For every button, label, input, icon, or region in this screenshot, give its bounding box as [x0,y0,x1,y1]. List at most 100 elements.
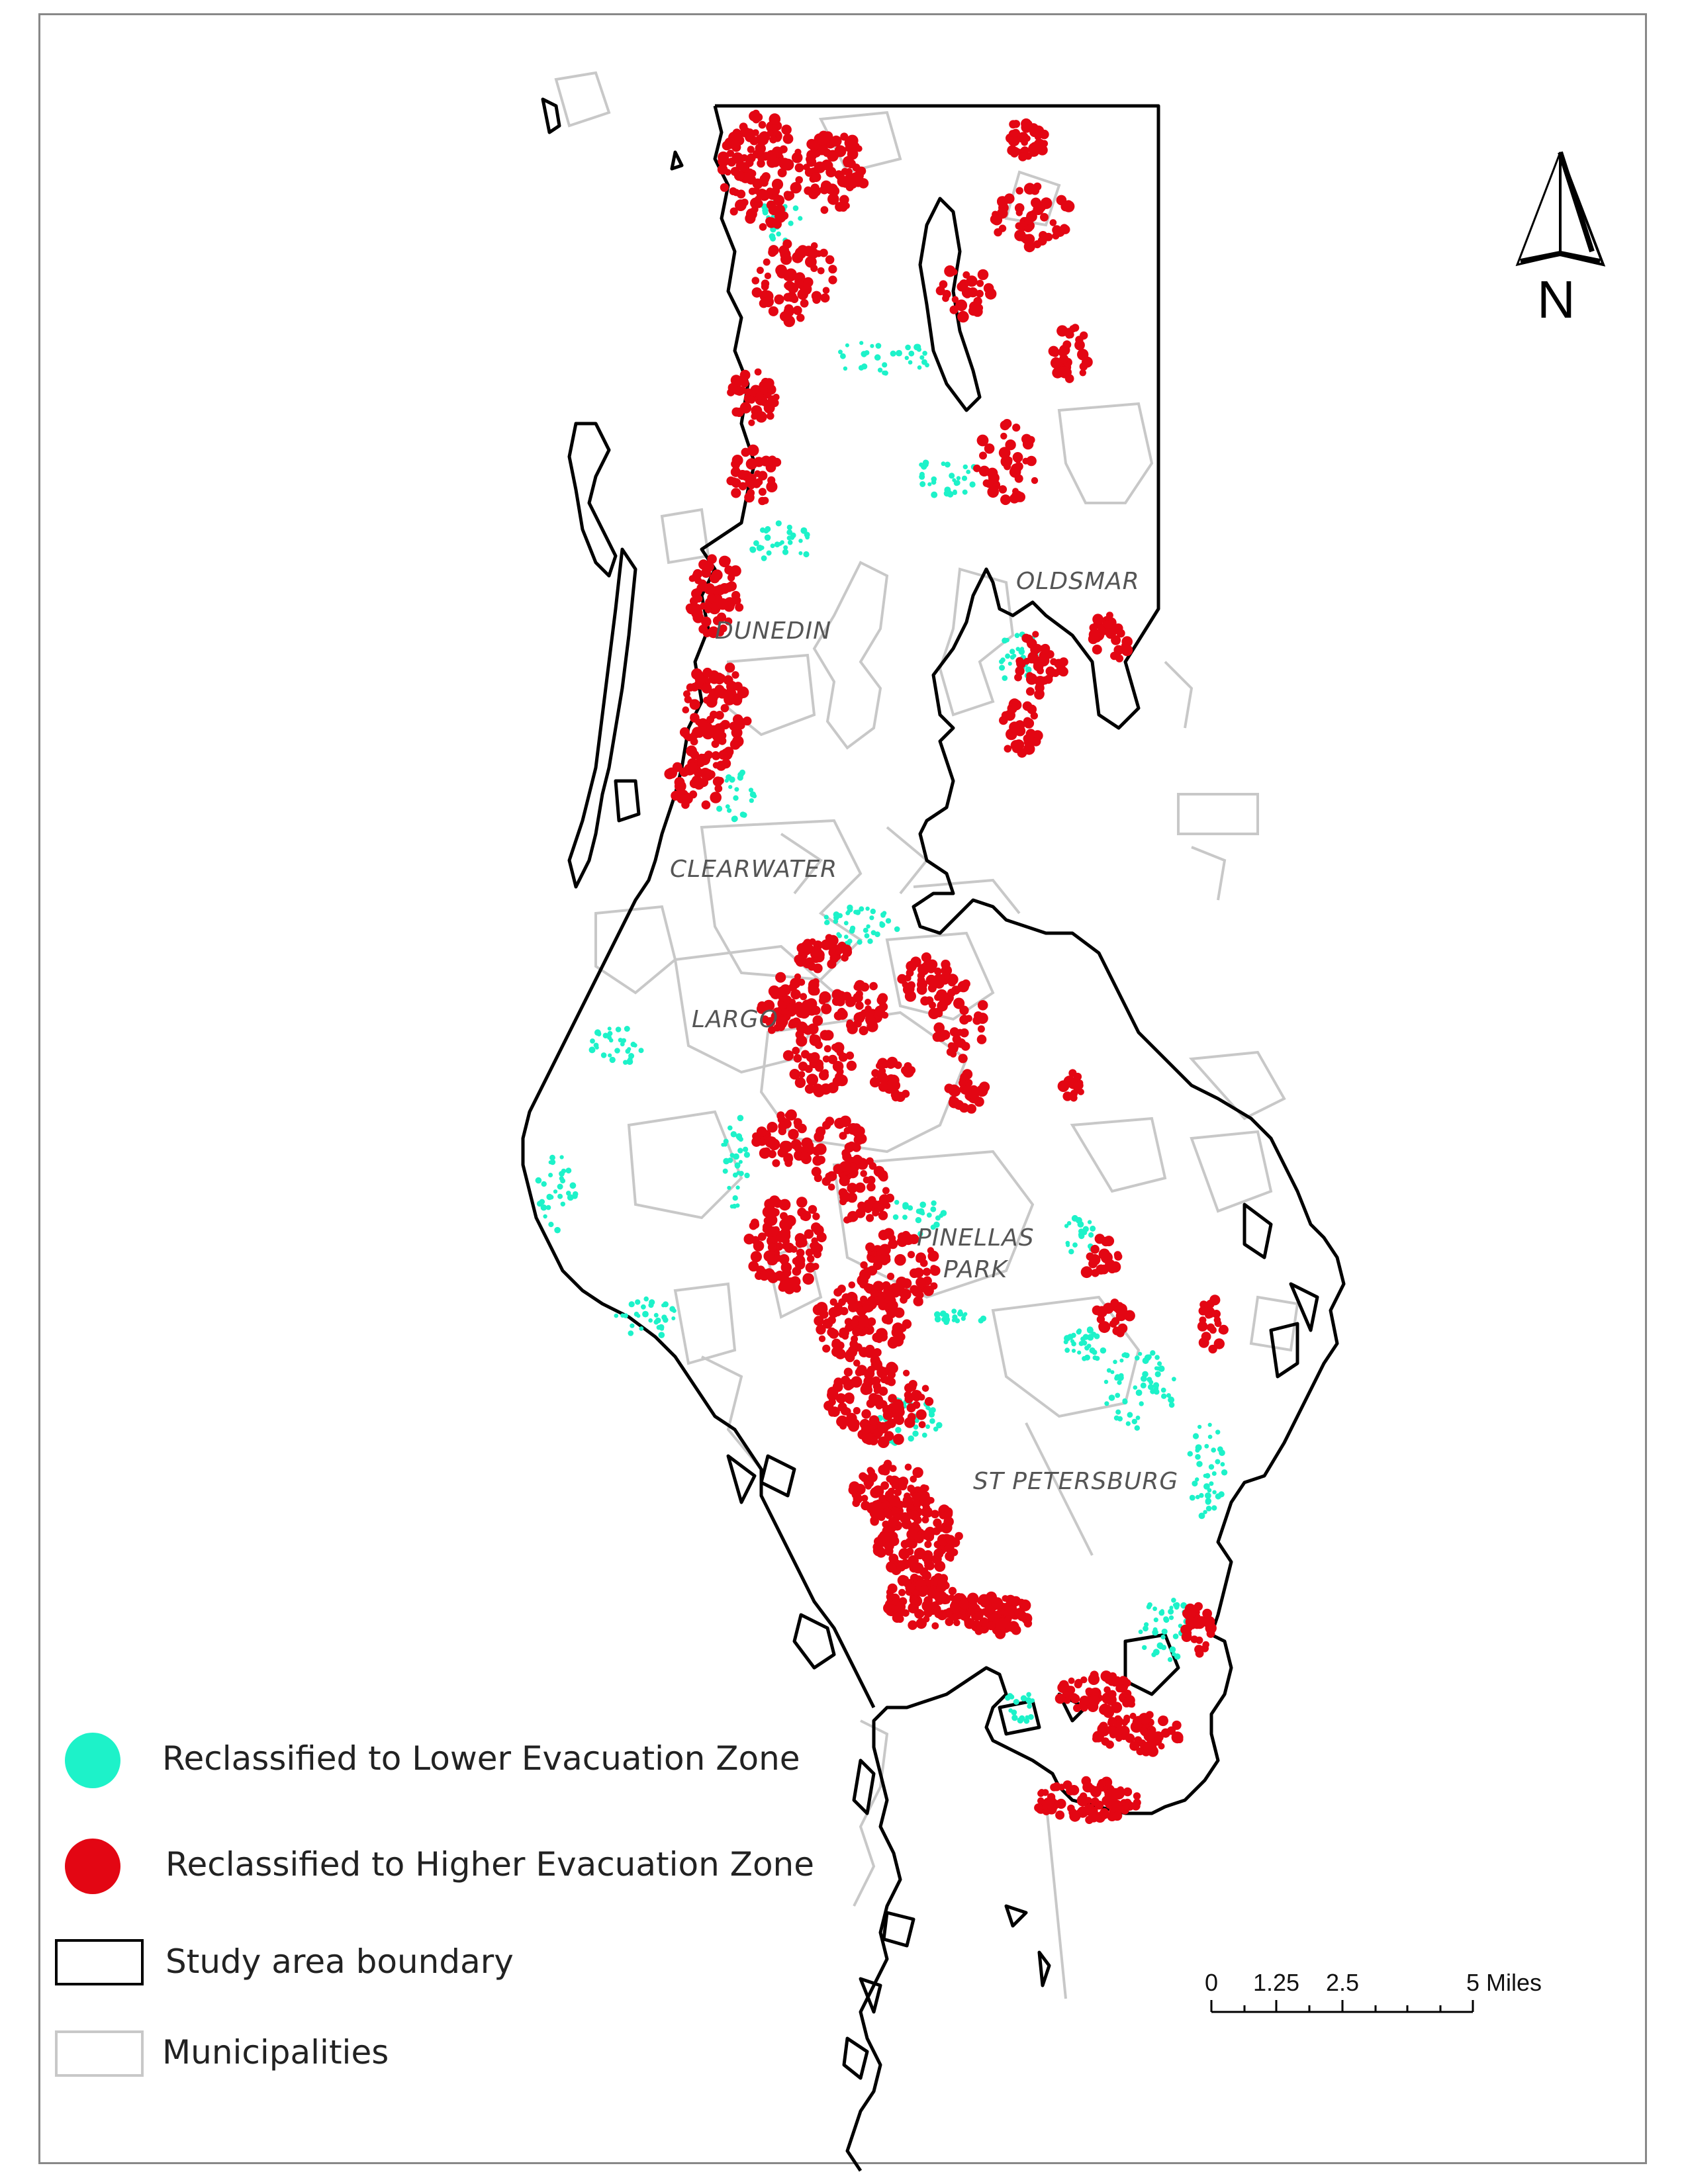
higher-zone-point [698,753,706,761]
legend-lower-label: Reclassified to Lower Evacuation Zone [162,1739,800,1778]
higher-zone-point [693,779,704,790]
lower-zone-point [919,471,925,477]
higher-zone-point [888,1517,898,1527]
higher-zone-point [701,800,711,809]
lower-zone-point [728,785,733,790]
higher-zone-point [812,978,820,985]
higher-zone-point [1005,439,1016,451]
lower-zone-point [639,1326,644,1331]
higher-zone-point [899,1512,911,1524]
higher-zone-point [872,1545,884,1557]
higher-zone-point [1206,1629,1215,1638]
higher-zone-point [848,1346,856,1354]
lower-zone-point [869,915,874,921]
higher-zone-point [878,1230,889,1241]
lower-zone-point [786,524,792,530]
lower-zone-point [1138,1351,1143,1356]
higher-zone-point [1107,1690,1117,1699]
lower-zone-point [1160,1387,1166,1393]
higher-zone-point [1069,325,1077,333]
higher-zone-point [922,961,930,969]
higher-zone-point [769,1195,780,1206]
higher-zone-point [844,137,857,149]
higher-zone-point [767,1242,777,1252]
higher-zone-point [1104,1788,1116,1800]
higher-zone-point [1213,1338,1225,1349]
higher-zone-point [1205,1311,1213,1319]
higher-zone-point [833,1377,843,1387]
higher-zone-point [1034,133,1042,141]
city-label-oldsmar: OLDSMAR [1016,568,1140,595]
lower-zone-point [1156,1642,1164,1649]
higher-zone-point [747,146,755,154]
lower-zone-point [738,1160,743,1164]
higher-zone-point [757,159,765,168]
lower-zone-point [1140,1382,1147,1388]
higher-zone-point [1010,129,1019,138]
higher-zone-point [730,140,741,150]
higher-zone-point [894,1307,905,1318]
higher-zone-point [1209,1295,1221,1306]
higher-zone-point [839,195,849,205]
lower-zone-point [1135,1415,1141,1420]
higher-zone-point [708,626,720,639]
higher-zone-point [903,1369,910,1377]
higher-zone-point [966,275,978,287]
higher-zone-point [1079,1696,1090,1706]
lower-zone-point [565,1167,572,1174]
higher-zone-point [698,726,708,736]
lower-zone-point [1211,1447,1216,1453]
higher-zone-point [904,1463,912,1471]
lower-zone-point [648,1318,653,1323]
lower-zone-point [1007,1693,1013,1700]
higher-zone-point [716,598,727,610]
higher-zone-point [1113,645,1124,655]
higher-zone-point [1004,745,1012,753]
lower-zone-point [1220,1462,1225,1467]
higher-zone-point [778,1280,791,1292]
lower-zone-point [1011,1714,1018,1721]
higher-zone-point [924,1541,932,1549]
higher-zone-point [976,289,984,298]
higher-zone-point [719,624,727,633]
higher-zone-point [968,1595,977,1604]
higher-zone-point [827,193,839,205]
higher-zone-point [846,1019,854,1026]
higher-zone-point [843,202,850,209]
higher-zone-point [843,1392,855,1404]
higher-zone-point [701,616,712,627]
lower-zone-point [870,930,876,936]
higher-zone-point [700,768,711,779]
lower-zone-point [1168,1402,1175,1408]
higher-zone-point [716,776,724,785]
higher-zone-point [747,396,756,404]
higher-zone-point [702,667,713,678]
higher-zone-point [1040,643,1051,654]
lower-zone-point [588,1046,596,1054]
higher-zone-point [764,1137,772,1145]
higher-zone-point [1069,1810,1081,1822]
lower-zone-point [1025,666,1032,673]
lower-zone-point [1008,661,1012,666]
higher-zone-point [794,954,804,964]
lower-zone-point [930,1224,936,1230]
higher-zone-point [1133,1792,1141,1800]
higher-zone-point [923,1596,933,1606]
higher-zone-point [1138,1713,1150,1725]
higher-zone-point [1063,1075,1076,1088]
lower-zone-point [837,913,843,919]
higher-zone-point [924,1396,934,1406]
higher-zone-point [704,561,714,572]
higher-zone-point [1115,1684,1124,1693]
higher-zone-point [919,1259,928,1267]
higher-zone-point [855,1182,866,1193]
higher-zone-point [913,1516,922,1525]
higher-zone-point [852,1143,861,1152]
higher-zone-point [782,133,794,144]
higher-zone-point [865,999,871,1005]
higher-zone-point [1027,435,1035,444]
higher-zone-point [692,571,701,580]
lower-zone-point [844,934,849,939]
lower-zone-point [927,482,932,486]
higher-zone-point [690,737,698,746]
